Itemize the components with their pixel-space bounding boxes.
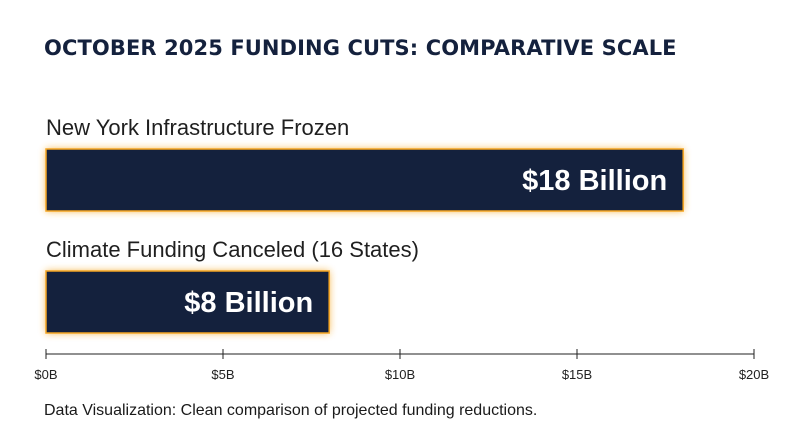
category-label: New York Infrastructure Frozen [46,115,349,140]
chart-title: OCTOBER 2025 FUNDING CUTS: COMPARATIVE S… [44,36,677,60]
x-tick-label: $15B [562,367,592,382]
x-tick-label: $20B [739,367,769,382]
chart-caption: Data Visualization: Clean comparison of … [44,402,538,419]
x-tick-label: $5B [211,367,234,382]
category-label: Climate Funding Canceled (16 States) [46,237,419,262]
bar-value-label: $8 Billion [184,287,313,319]
bar [45,148,684,212]
x-tick-label: $10B [385,367,415,382]
bar-value-label: $18 Billion [522,165,667,197]
bar [45,270,330,334]
x-tick-label: $0B [34,367,57,382]
